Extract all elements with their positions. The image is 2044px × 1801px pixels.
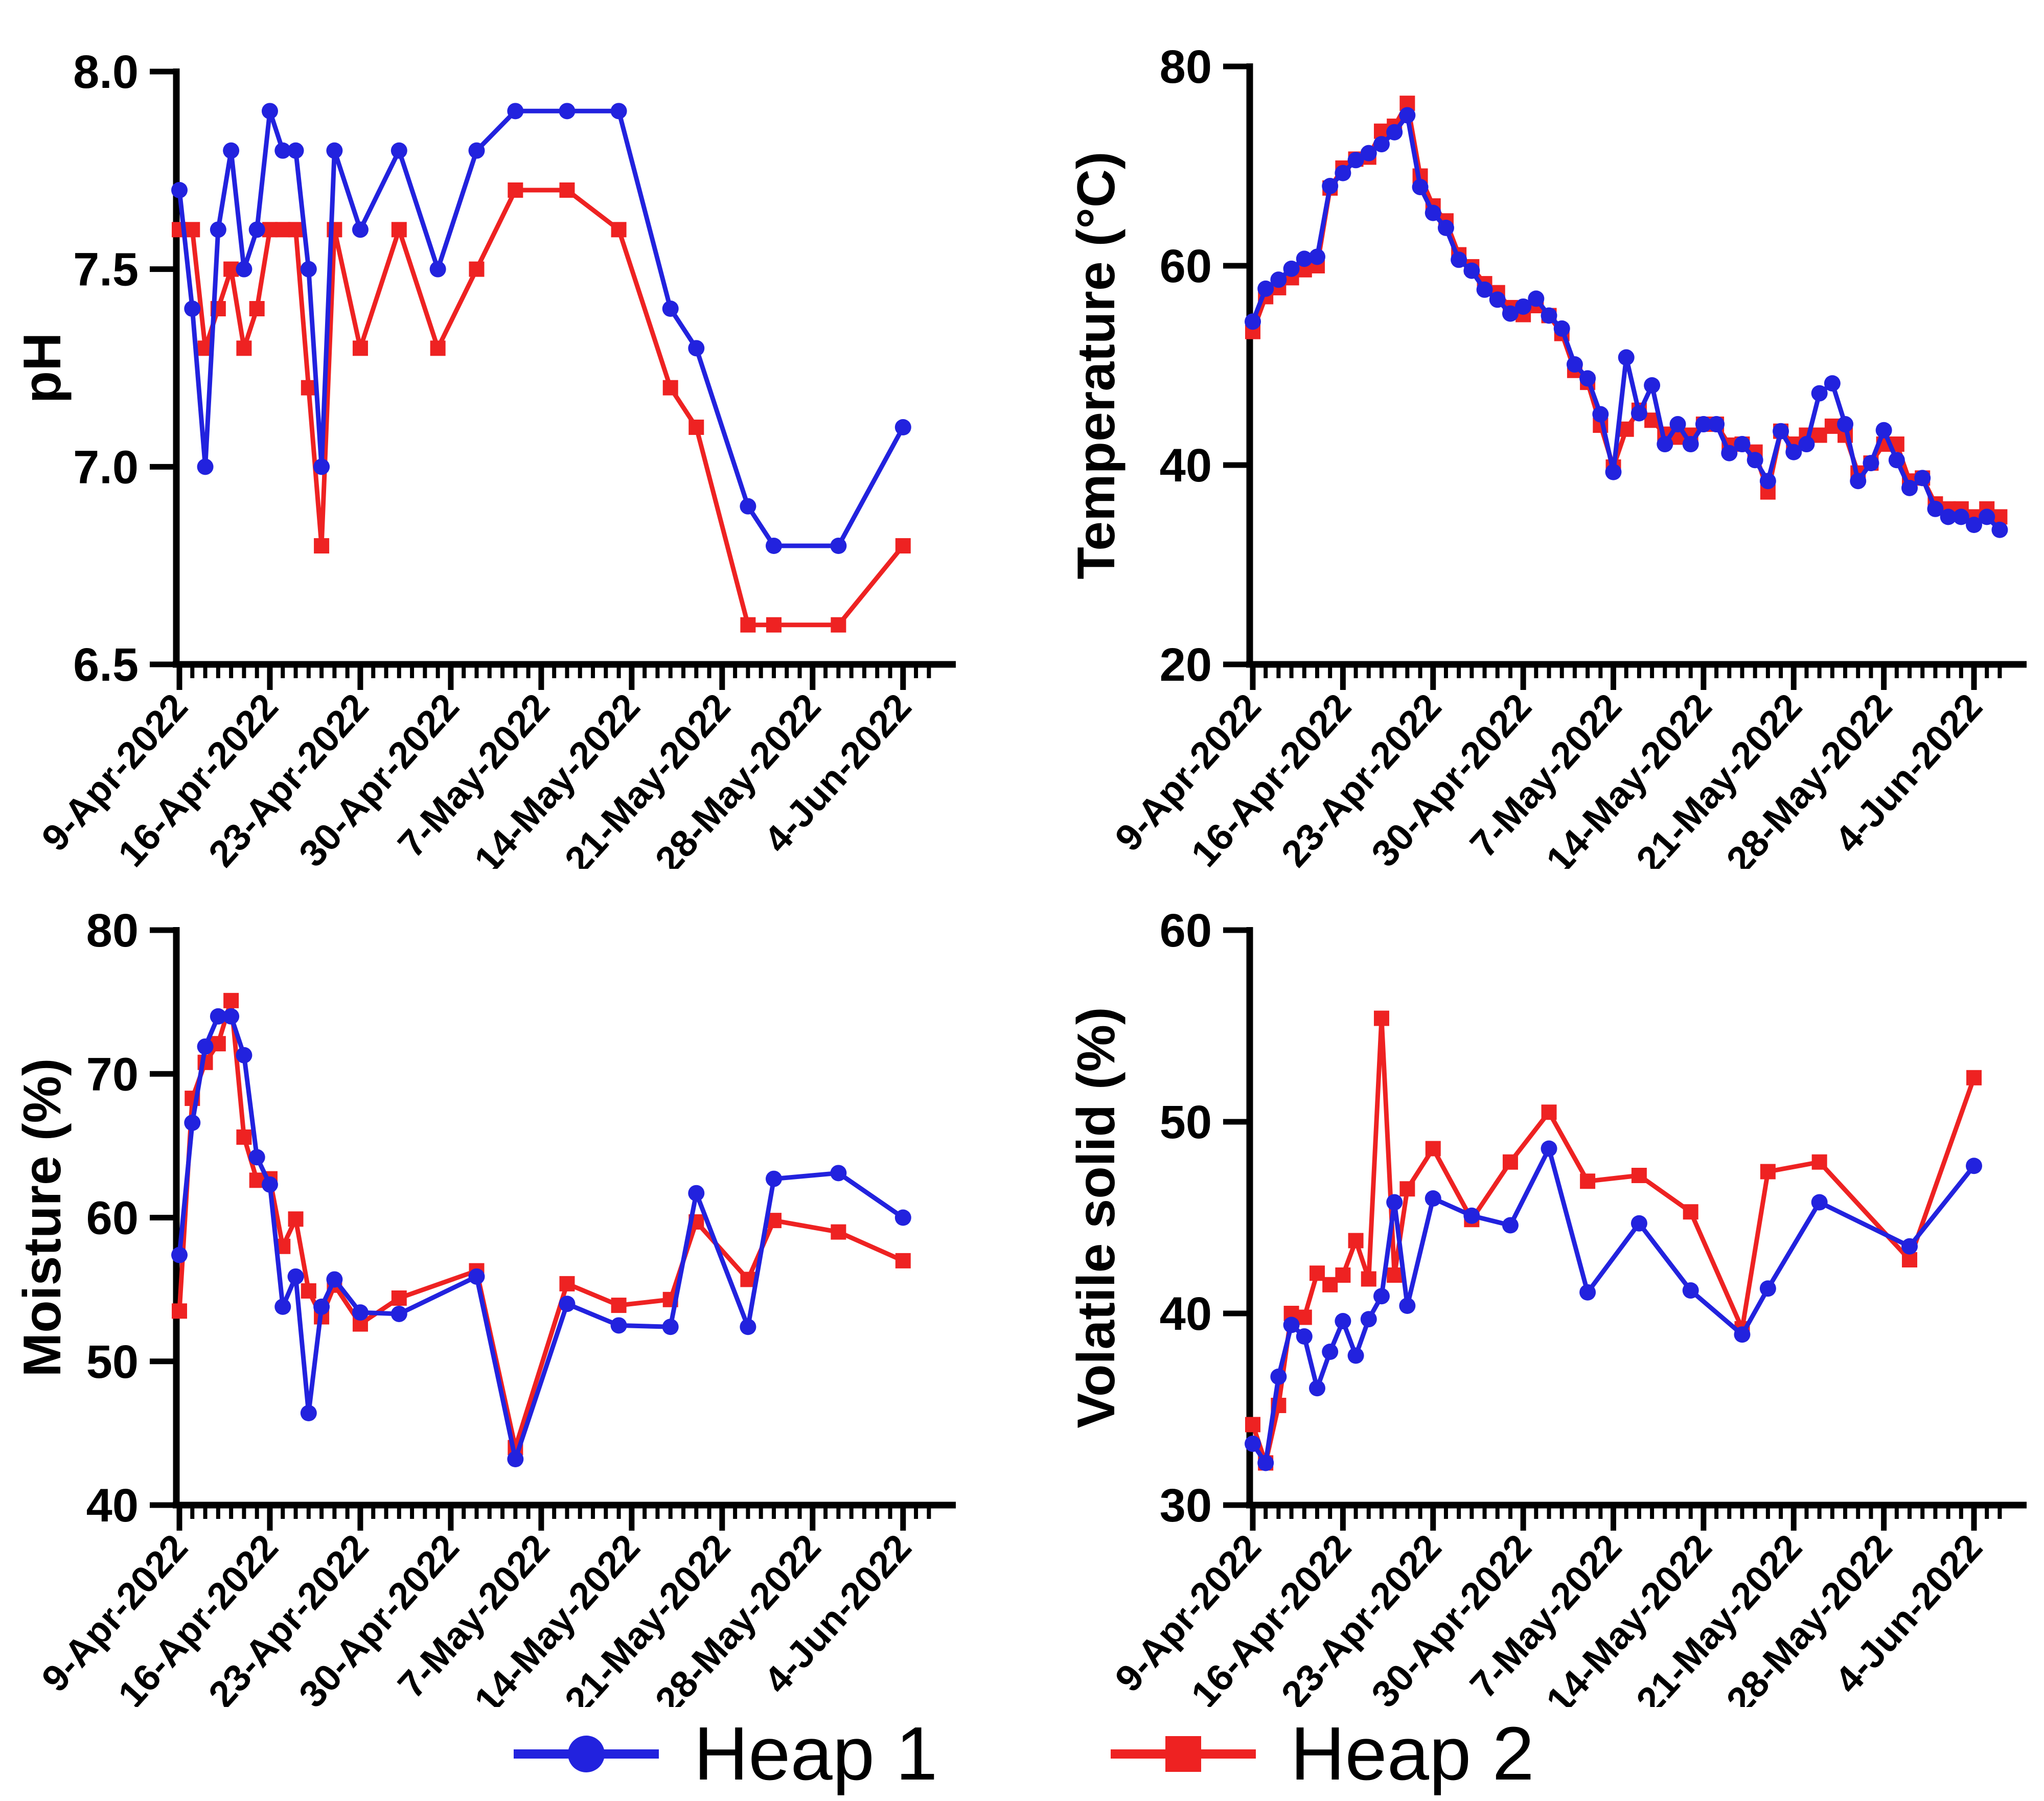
svg-text:50: 50 [1160,1096,1212,1148]
svg-text:30: 30 [1160,1480,1212,1532]
ph-chart: 6.5 7.0 7.5 8.0 9-Apr-2022 16-Apr-2022 23-Apr-… [0,0,1053,869]
svg-text:60: 60 [86,1192,139,1244]
svg-text:40: 40 [86,1480,139,1532]
legend-label-heap2: Heap 2 [1290,1712,1534,1796]
legend: Heap 1 Heap 2 [0,1707,2044,1801]
volatile-solid-chart: 30 40 50 60 9-Apr-2022 16-Apr-2022 23-Apr-2022… [1053,869,2044,1707]
moisture-chart-svg: 40506070809-Apr-202216-Apr-202223-Apr-20… [13,905,956,1707]
svg-text:pH: pH [13,333,72,404]
svg-text:7.5: 7.5 [73,244,139,296]
svg-text:60: 60 [1160,240,1212,292]
svg-text:7.0: 7.0 [73,441,139,493]
heap1-circle-icon [514,1736,659,1772]
legend-item-heap1: Heap 1 [510,1712,938,1796]
temperature-chart-svg: 204060809-Apr-202216-Apr-202223-Apr-2022… [1067,41,2027,869]
svg-text:Temperature (°C): Temperature (°C) [1067,151,1126,579]
svg-text:60: 60 [1160,905,1212,957]
chart-grid: 6.5 7.0 7.5 8.0 9-Apr-2022 16-Apr-2022 23-Apr-… [0,0,2044,1707]
ph-chart-svg: 6.57.07.58.09-Apr-202216-Apr-202223-Apr-… [13,46,956,869]
svg-text:50: 50 [86,1336,139,1388]
svg-text:Moisture (%): Moisture (%) [13,1058,72,1377]
legend-item-heap2: Heap 2 [1107,1716,1534,1792]
svg-text:70: 70 [86,1048,139,1100]
svg-text:40: 40 [1160,1288,1212,1340]
svg-text:80: 80 [86,905,139,957]
temperature-chart: 20 40 60 80 9-Apr-2022 16-Apr-2022 23-Apr-2022… [1053,0,2044,869]
heap2-square-icon [1110,1736,1256,1772]
svg-text:40: 40 [1160,440,1212,492]
volatile-solid-chart-svg: 304050609-Apr-202216-Apr-202223-Apr-2022… [1067,905,2027,1707]
svg-text:80: 80 [1160,41,1212,93]
svg-text:Volatile solid (%): Volatile solid (%) [1067,1007,1126,1428]
svg-text:6.5: 6.5 [73,639,139,691]
svg-text:20: 20 [1160,639,1212,691]
moisture-chart: 40 50 60 70 80 9-Apr-2022 16-Apr-2022 23-Apr-20… [0,869,1053,1707]
svg-text:8.0: 8.0 [73,46,139,98]
legend-label-heap1: Heap 1 [694,1712,938,1796]
